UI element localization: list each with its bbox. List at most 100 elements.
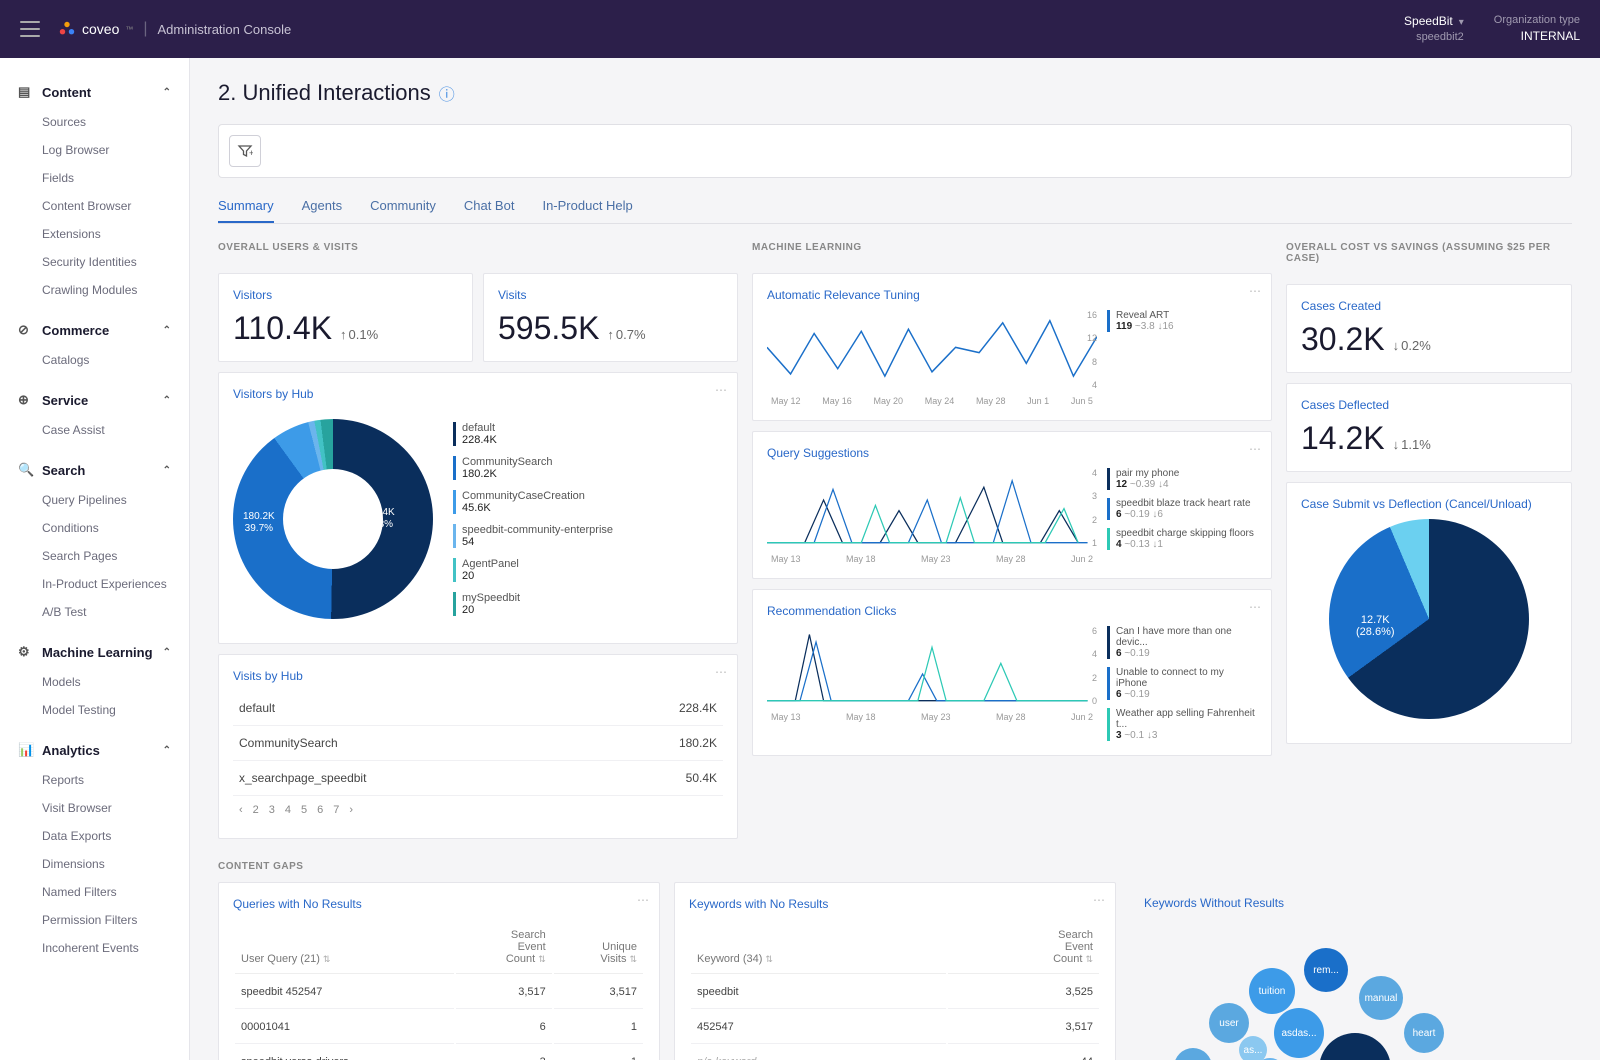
table-row[interactable]: 4525473,517	[691, 1011, 1099, 1044]
main-content: 2. Unified Interactions ⓘ + SummaryAgent…	[190, 58, 1600, 1060]
nav-item[interactable]: Visit Browser	[0, 794, 189, 822]
legend-item: Unable to connect to my iPhone6 ~0.19	[1107, 667, 1257, 700]
tab-community[interactable]: Community	[370, 190, 436, 223]
pager-link[interactable]: 5	[301, 804, 307, 816]
bubble[interactable]: heart	[1404, 1013, 1444, 1053]
filter-icon: +	[237, 143, 253, 159]
bubble[interactable]: manual	[1359, 976, 1403, 1020]
legend-item: Weather app selling Fahrenheit t...3 ~0.…	[1107, 708, 1257, 741]
legend-item: mySpeedbit20	[453, 592, 613, 616]
nav-item[interactable]: Conditions	[0, 514, 189, 542]
console-title: Administration Console	[158, 22, 292, 37]
nav-item[interactable]: Reports	[0, 766, 189, 794]
legend-item: default228.4K	[453, 422, 613, 446]
tab-chat-bot[interactable]: Chat Bot	[464, 190, 515, 223]
visits-card: Visits 595.5K0.7%	[483, 273, 738, 362]
brand-logo[interactable]: coveo ™	[58, 20, 133, 38]
table-row[interactable]: speedbit3,525	[691, 976, 1099, 1009]
sidebar: ▤Content⌃SourcesLog BrowserFieldsContent…	[0, 58, 190, 1060]
nav-item[interactable]: Sources	[0, 108, 189, 136]
nav-item[interactable]: Query Pipelines	[0, 486, 189, 514]
nav-section-analytics[interactable]: 📊Analytics⌃	[0, 734, 189, 766]
card-menu-icon[interactable]: ⋯	[715, 383, 727, 397]
org-type: Organization type INTERNAL	[1494, 13, 1580, 45]
nav-item[interactable]: Catalogs	[0, 346, 189, 374]
nav-item[interactable]: Models	[0, 668, 189, 696]
nav-item[interactable]: Permission Filters	[0, 906, 189, 934]
bubble[interactable]: rem...	[1304, 948, 1348, 992]
card-menu-icon[interactable]: ⋯	[1093, 893, 1105, 907]
section-ml-label: MACHINE LEARNING	[752, 242, 1272, 253]
bubble[interactable]: 00001041	[1319, 1033, 1391, 1060]
pager-link[interactable]: ›	[349, 804, 353, 816]
nav-item[interactable]: Incoherent Events	[0, 934, 189, 962]
legend-item: Reveal ART119 ~3.8 ↓16	[1107, 310, 1257, 332]
table-row[interactable]: speedbit versa drivers31	[235, 1046, 643, 1060]
nav-item[interactable]: A/B Test	[0, 598, 189, 626]
pager-link[interactable]: 7	[333, 804, 339, 816]
legend-item: AgentPanel20	[453, 558, 613, 582]
tabs: Summary Agents Community Chat Bot In-Product…	[218, 190, 1572, 224]
menu-toggle[interactable]	[20, 21, 40, 37]
nav-section-machine-learning[interactable]: ⚙Machine Learning⌃	[0, 636, 189, 668]
bubble[interactable]: versa	[1174, 1048, 1212, 1060]
nav-item[interactable]: Model Testing	[0, 696, 189, 724]
cases-deflected-card: Cases Deflected 14.2K1.1%	[1286, 383, 1572, 472]
bubble[interactable]: asdas...	[1274, 1008, 1324, 1058]
filter-button[interactable]: +	[229, 135, 261, 167]
table-row[interactable]: speedbit 4525473,5173,517	[235, 976, 643, 1009]
topbar: coveo ™ | Administration Console SpeedBi…	[0, 0, 1600, 58]
nav-item[interactable]: Content Browser	[0, 192, 189, 220]
table-row[interactable]: CommunitySearch180.2K	[233, 726, 723, 761]
table-row[interactable]: x_searchpage_speedbit50.4K	[233, 761, 723, 796]
card-menu-icon[interactable]: ⋯	[637, 893, 649, 907]
section-cost-label: OVERALL COST VS SAVINGS (ASSUMING $25 PE…	[1286, 242, 1572, 264]
card-menu-icon[interactable]: ⋯	[715, 665, 727, 679]
card-menu-icon[interactable]: ⋯	[1249, 442, 1261, 456]
tab-in-product-help[interactable]: In-Product Help	[542, 190, 632, 223]
pager-link[interactable]: 3	[269, 804, 275, 816]
nav-item[interactable]: Extensions	[0, 220, 189, 248]
pager-link[interactable]: 4	[285, 804, 291, 816]
card-menu-icon[interactable]: ⋯	[1249, 600, 1261, 614]
nav-item[interactable]: Case Assist	[0, 416, 189, 444]
table-row[interactable]: n/a keyword44	[691, 1046, 1099, 1060]
nav-item[interactable]: Named Filters	[0, 878, 189, 906]
legend-item: CommunityCaseCreation45.6K	[453, 490, 613, 514]
qs-card: Query Suggestions⋯ 4321 May 13May 18May …	[752, 431, 1272, 579]
table-row[interactable]: 0000104161	[235, 1011, 643, 1044]
bubble[interactable]: as...	[1239, 1036, 1267, 1060]
nav-item[interactable]: Log Browser	[0, 136, 189, 164]
table-row[interactable]: default228.4K	[233, 691, 723, 726]
pager-link[interactable]: 6	[317, 804, 323, 816]
nav-section-search[interactable]: 🔍Search⌃	[0, 454, 189, 486]
nav-item[interactable]: Search Pages	[0, 542, 189, 570]
help-icon[interactable]: ⓘ	[439, 81, 455, 105]
nav-item[interactable]: In-Product Experiences	[0, 570, 189, 598]
tab-summary[interactable]: Summary	[218, 190, 274, 223]
org-selector[interactable]: SpeedBit▾ speedbit2	[1404, 13, 1464, 45]
nav-section-content[interactable]: ▤Content⌃	[0, 76, 189, 108]
section-users-label: OVERALL USERS & VISITS	[218, 242, 738, 253]
nav-item[interactable]: Fields	[0, 164, 189, 192]
pager[interactable]: ‹ 234567 ›	[233, 796, 723, 824]
visitors-card: Visitors 110.4K0.1%	[218, 273, 473, 362]
legend-item: pair my phone12 ~0.39 ↓4	[1107, 468, 1257, 490]
legend-item: speedbit blaze track heart rate6 ~0.19 ↓…	[1107, 498, 1257, 520]
pager-link[interactable]: ‹	[239, 804, 243, 816]
nav-item[interactable]: Security Identities	[0, 248, 189, 276]
nav-item[interactable]: Crawling Modules	[0, 276, 189, 304]
legend-item: CommunitySearch180.2K	[453, 456, 613, 480]
nav-item[interactable]: Dimensions	[0, 850, 189, 878]
pager-link[interactable]: 2	[253, 804, 259, 816]
bubble[interactable]: user	[1209, 1003, 1249, 1043]
visits-by-hub-card: Visits by Hub ⋯ default228.4KCommunitySe…	[218, 654, 738, 839]
nav-section-service[interactable]: ⊕Service⌃	[0, 384, 189, 416]
tab-agents[interactable]: Agents	[302, 190, 342, 223]
queries-no-results-card: Queries with No Results ⋯ User Query (21…	[218, 882, 660, 1060]
visitors-by-hub-card: Visitors by Hub ⋯ 228.4K50.3%180.2K39.7%…	[218, 372, 738, 644]
bubble[interactable]: tuition	[1249, 968, 1295, 1014]
nav-item[interactable]: Data Exports	[0, 822, 189, 850]
nav-section-commerce[interactable]: ⊘Commerce⌃	[0, 314, 189, 346]
card-menu-icon[interactable]: ⋯	[1249, 284, 1261, 298]
